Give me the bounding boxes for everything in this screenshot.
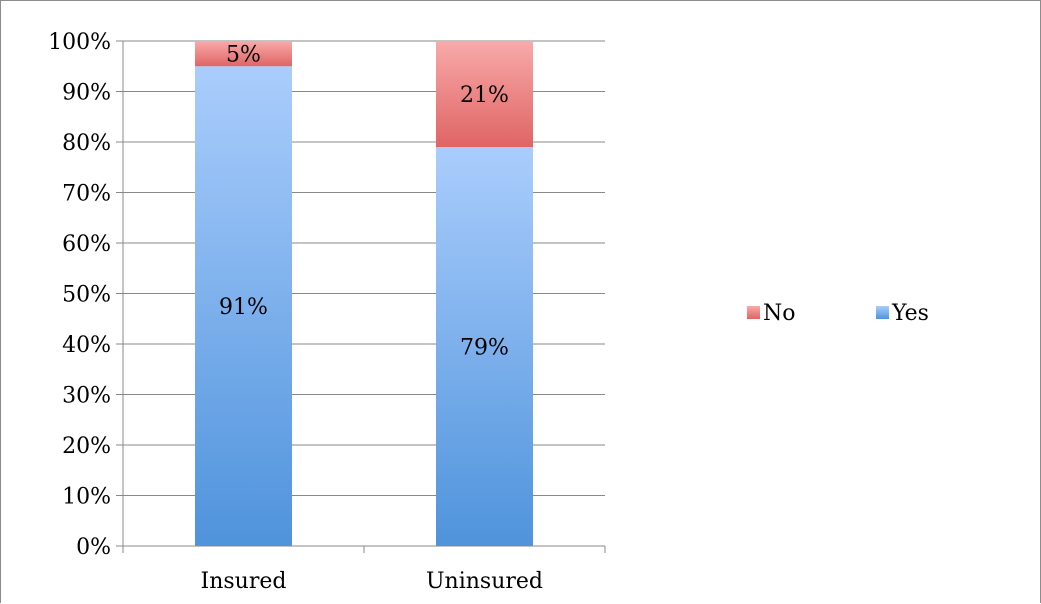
y-tick-label: 20% [62,434,111,459]
legend-label-yes: Yes [891,301,929,326]
bar-no-insured [195,41,292,67]
legend-label-no: No [763,301,796,326]
bar-no-uninsured [436,41,533,148]
legend: No Yes [747,301,929,326]
y-tick-label: 40% [62,333,111,358]
legend-swatch-no [747,306,760,319]
y-tick-label: 80% [62,131,111,156]
y-tick-label: 0% [76,535,111,560]
y-tick-label: 10% [62,485,111,510]
y-tick-label: 50% [62,283,111,308]
data-label-no: 21% [460,83,509,108]
y-tick-label: 30% [62,384,111,409]
y-tick-label: 90% [62,81,111,106]
bars [195,41,533,547]
axes [116,40,606,553]
x-category-label: Insured [201,569,287,594]
y-tick-label: 70% [62,182,111,207]
y-tick-label: 100% [48,30,111,55]
x-category-label: Uninsured [426,569,543,594]
y-tick-label: 60% [62,232,111,257]
bar-yes-uninsured [436,147,533,547]
legend-swatch-yes [876,306,889,319]
data-label-no: 5% [226,43,261,68]
bar-yes-insured [195,66,292,546]
labels: 0% 10% 20% 30% 40% 50% 60% 70% 80% 90% 100% 91% 5% In… [48,30,543,594]
data-label-yes: 79% [460,336,509,361]
data-label-yes: 91% [219,295,268,320]
